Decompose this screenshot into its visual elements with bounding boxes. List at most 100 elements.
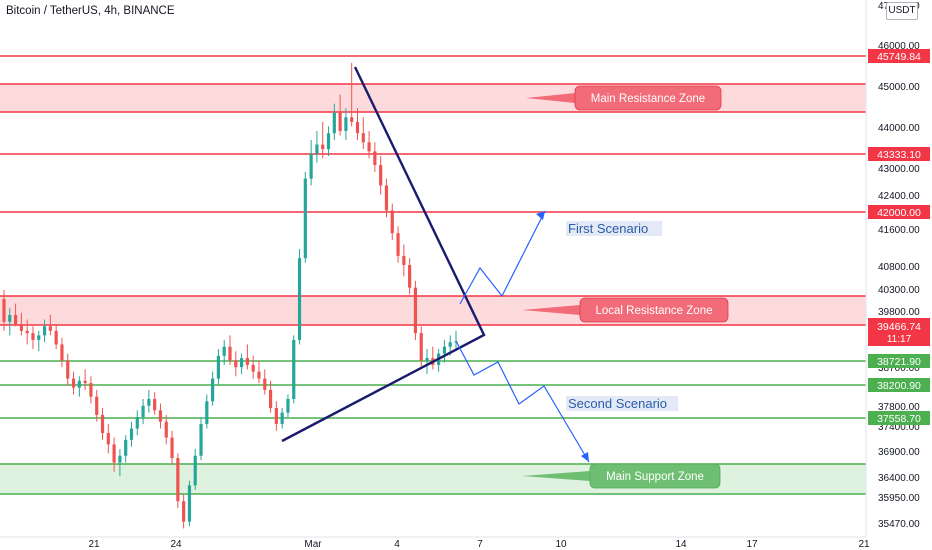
zone-callout-pointer-2 (522, 471, 590, 481)
candle-body-40 (234, 360, 238, 368)
candle-17 (100, 408, 105, 440)
candle-26 (153, 392, 157, 415)
current-price-countdown: 11:17 (887, 334, 912, 345)
candle-68 (396, 226, 400, 263)
candle-body-14 (83, 380, 87, 384)
y-tick-label-14: 36900.00 (878, 447, 920, 458)
candle-body-54 (315, 144, 319, 154)
x-tick-label-4: 7 (477, 539, 483, 550)
candle-body-63 (367, 142, 371, 152)
candle-76 (442, 339, 447, 363)
candle-body-73 (425, 358, 429, 361)
candle-body-45 (263, 378, 267, 390)
candle-body-0 (2, 299, 6, 322)
y-tick-label-2: 45000.00 (878, 82, 920, 93)
candle-body-36 (211, 378, 215, 402)
candle-45 (263, 369, 267, 395)
candle-body-10 (60, 344, 64, 361)
price-level-tag-bg-2 (868, 205, 930, 219)
candle-49 (286, 394, 290, 418)
candle-15 (89, 376, 93, 404)
candle-body-3 (19, 324, 23, 331)
candle-body-60 (350, 117, 354, 122)
candle-body-16 (95, 396, 99, 415)
zone-fill-1 (0, 296, 866, 325)
price-level-tag-1: 43333.10 (877, 149, 921, 161)
candle-body-4 (25, 330, 29, 334)
candle-9 (54, 324, 58, 350)
candle-body-43 (251, 364, 255, 372)
candle-41 (239, 353, 244, 374)
candle-52 (303, 171, 307, 263)
candle-body-12 (71, 378, 76, 388)
candle-body-34 (199, 423, 203, 456)
candle-72 (419, 326, 423, 368)
x-tick-label-0: 21 (88, 539, 100, 550)
candle-body-1 (8, 314, 12, 322)
price-level-tag-3: 38721.90 (877, 356, 921, 368)
currency-selector[interactable]: USDT (886, 2, 918, 20)
y-tick-label-10: 38700.00 (878, 363, 920, 374)
zone-callout-pointer-1 (522, 305, 580, 315)
candle-body-51 (297, 258, 302, 340)
candle-body-57 (332, 112, 336, 134)
zone-callout-label-1: Local Resistance Zone (596, 305, 713, 317)
scenario-label-1: Second Scenario (568, 396, 667, 411)
x-tick-label-1: 24 (170, 539, 182, 550)
candle-47 (274, 401, 278, 431)
candle-body-25 (147, 398, 151, 406)
candle-body-50 (292, 339, 296, 399)
candle-body-53 (309, 153, 313, 179)
candle-body-2 (13, 314, 18, 325)
candle-body-8 (48, 326, 52, 331)
zone-fill-0 (0, 84, 866, 112)
candle-body-59 (344, 117, 348, 131)
candle-body-76 (442, 346, 447, 354)
candle-28 (164, 414, 168, 445)
candle-48 (280, 408, 284, 429)
candle-31 (182, 494, 186, 529)
candle-body-32 (187, 485, 192, 522)
candle-24 (141, 398, 145, 424)
candle-55 (321, 121, 325, 159)
y-tick-label-7: 40800.00 (878, 262, 920, 273)
candle-body-66 (384, 185, 389, 211)
x-tick-label-8: 21 (858, 539, 870, 550)
candle-body-69 (402, 255, 406, 265)
current-price-label: 39466.74 (877, 321, 921, 333)
first-scenario-arrowhead (536, 211, 545, 220)
candle-body-20 (118, 455, 122, 463)
candle-66 (384, 178, 389, 218)
candle-5 (31, 326, 35, 350)
candle-2 (13, 303, 18, 327)
candle-3 (19, 312, 23, 336)
candle-20 (118, 448, 122, 477)
candle-73 (425, 349, 429, 374)
candle-body-22 (129, 428, 134, 440)
candle-body-35 (205, 401, 209, 424)
candle-body-13 (77, 380, 81, 388)
candle-23 (135, 410, 139, 436)
price-level-tag-5: 37558.70 (877, 413, 921, 425)
candle-body-23 (135, 417, 139, 429)
candle-0 (2, 289, 6, 331)
candle-body-19 (112, 444, 116, 463)
candle-16 (95, 389, 99, 422)
zone-callout-label-2: Main Support Zone (606, 471, 704, 483)
candle-67 (390, 203, 394, 240)
price-level-tag-bg-4 (868, 378, 930, 392)
candle-body-68 (396, 233, 400, 256)
zone-callout-box-1 (579, 297, 729, 323)
candle-body-61 (355, 121, 360, 134)
candle-25 (147, 389, 151, 413)
y-tick-label-9: 39800.00 (878, 307, 920, 318)
candle-58 (338, 94, 342, 136)
zone-fill-2 (0, 464, 866, 494)
y-tick-label-16: 35950.00 (878, 493, 920, 504)
y-tick-label-4: 43000.00 (878, 164, 920, 175)
y-tick-label-12: 37800.00 (878, 402, 920, 413)
candle-13 (77, 376, 81, 397)
candle-70 (408, 258, 412, 295)
